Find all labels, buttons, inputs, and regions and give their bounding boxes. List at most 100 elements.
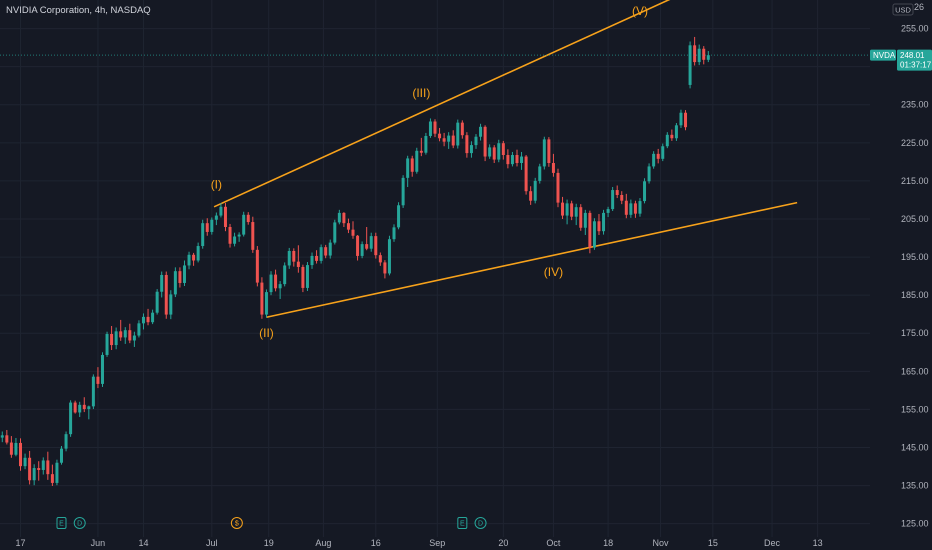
candle	[5, 429, 9, 445]
time-axis[interactable]: 17 Jun 14 Jul 19 Aug 16 Sep 20 Oct 18 Nov 15 Dec 13	[15, 538, 822, 548]
candle-body	[383, 262, 387, 274]
candle-body	[497, 143, 501, 160]
y-tick-label: 135.00	[901, 481, 929, 491]
candle-body	[515, 155, 519, 164]
x-tick-label: Nov	[652, 538, 669, 548]
candle	[23, 453, 27, 470]
candle-body	[14, 442, 18, 455]
candle-body	[46, 460, 50, 475]
candle-body	[556, 172, 560, 203]
event-marker-dividend[interactable]: D	[474, 517, 487, 529]
candle	[55, 459, 59, 486]
candle	[178, 267, 182, 288]
candle	[447, 132, 451, 149]
x-tick-label: Jun	[91, 538, 106, 548]
candle	[661, 143, 665, 162]
candle-body	[547, 139, 551, 164]
candle-body	[638, 201, 642, 214]
event-marker-dividend[interactable]: D	[73, 517, 86, 529]
candle-body	[69, 402, 73, 435]
candle	[652, 151, 656, 169]
currency-button[interactable]: USD	[892, 3, 914, 16]
candle	[164, 271, 168, 319]
candle-body	[624, 200, 628, 215]
candle	[533, 177, 537, 204]
candle-body	[55, 462, 59, 483]
split-icon	[230, 517, 243, 529]
price-axis[interactable]: 125.00 135.00 145.00 155.00 165.00 175.00 185.…	[901, 24, 929, 529]
candle-body	[565, 203, 569, 216]
candle-body	[146, 316, 150, 323]
symbol-tag	[870, 49, 896, 61]
candle-body	[100, 354, 104, 384]
candle-body	[419, 150, 423, 153]
candle	[201, 219, 205, 249]
candle-body	[160, 274, 164, 292]
candle	[633, 200, 637, 218]
candle	[456, 119, 460, 149]
candle	[360, 241, 364, 259]
candle-body	[401, 177, 405, 206]
candle	[674, 123, 678, 141]
event-marker-earnings[interactable]: E	[457, 517, 468, 529]
candle-body	[611, 190, 615, 210]
event-marker-earnings[interactable]: E	[56, 517, 67, 529]
wave-label: (II)	[259, 326, 274, 340]
x-tick-label: 14	[138, 538, 148, 548]
candle	[169, 290, 173, 320]
candle	[351, 221, 355, 239]
candle-body	[693, 45, 697, 63]
candle-body	[351, 229, 355, 236]
candle-body	[583, 212, 587, 228]
candle-body	[588, 212, 592, 248]
y-tick-label: 145.00	[901, 443, 929, 453]
candle	[656, 148, 660, 164]
candle-body	[192, 254, 196, 261]
x-tick-label: Oct	[546, 538, 561, 548]
candle-body	[674, 125, 678, 139]
candle-body	[538, 166, 542, 181]
candle-body	[670, 134, 674, 139]
y-tick-label: 195.00	[901, 252, 929, 262]
candle-body	[647, 166, 651, 182]
candle	[296, 245, 300, 273]
candle-body	[656, 153, 660, 159]
candle	[69, 400, 73, 437]
candle-body	[702, 48, 706, 60]
candle-body	[64, 434, 68, 449]
y-tick-label: 255.00	[901, 24, 929, 34]
candle-body	[524, 156, 528, 192]
candle	[401, 175, 405, 208]
candle	[91, 374, 95, 410]
candle	[583, 209, 587, 235]
candle-body	[633, 203, 637, 214]
candle-body	[251, 222, 255, 250]
candle	[28, 450, 32, 485]
candle-body	[50, 474, 54, 483]
candle-body	[483, 126, 487, 157]
candle-body	[210, 219, 214, 232]
candle	[497, 139, 501, 163]
candle	[228, 223, 232, 248]
candle	[242, 211, 246, 237]
y-tick-label: 215.00	[901, 176, 929, 186]
candle-body	[78, 404, 82, 413]
candle	[328, 239, 332, 259]
candle	[305, 262, 309, 291]
candle	[292, 248, 296, 267]
candle-body	[123, 330, 127, 338]
event-marker-split[interactable]: $	[230, 517, 243, 529]
candle-body	[9, 442, 13, 455]
candle	[520, 151, 524, 170]
candle-body	[597, 221, 601, 232]
candle-body	[615, 190, 619, 195]
candle	[337, 209, 341, 225]
candle	[246, 212, 250, 225]
candle-body	[387, 239, 391, 274]
candle-body	[182, 265, 186, 283]
candle-body	[296, 261, 300, 267]
candle-body	[679, 112, 683, 126]
candle	[119, 319, 123, 341]
